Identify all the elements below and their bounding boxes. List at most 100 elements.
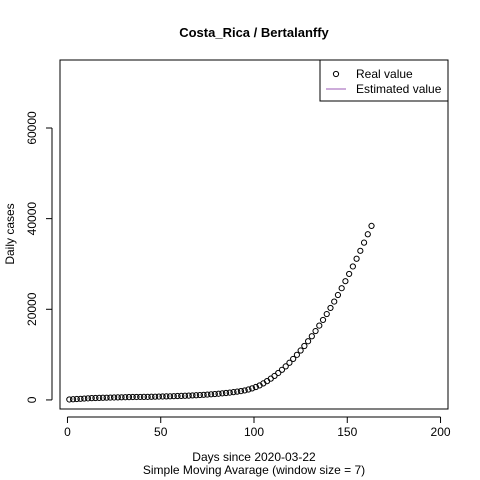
- data-point: [346, 270, 353, 278]
- legend-real-value-label: Real value: [356, 67, 413, 81]
- data-point: [342, 278, 349, 285]
- data-point: [133, 393, 140, 401]
- data-point: [73, 395, 80, 403]
- data-point: [338, 285, 345, 292]
- y-tick-label: 60000: [25, 111, 39, 145]
- x-axis: 0 50 100 150 200: [64, 416, 451, 439]
- data-point: [81, 395, 88, 402]
- data-point: [215, 390, 222, 397]
- data-point: [278, 366, 286, 373]
- x-tick-label: 50: [154, 425, 168, 439]
- data-point: [368, 222, 375, 229]
- data-point: [163, 393, 170, 400]
- data-point: [245, 386, 252, 393]
- data-point: [77, 395, 84, 402]
- data-point: [159, 393, 166, 400]
- data-point: [99, 394, 107, 401]
- x-tick-label: 200: [431, 425, 451, 439]
- data-point: [334, 291, 342, 299]
- y-axis: 0 20000 40000 60000: [25, 111, 53, 403]
- data-point: [155, 393, 162, 400]
- x-axis-label: Days since 2020-03-22: [192, 450, 316, 464]
- data-point: [185, 392, 192, 399]
- data-point: [152, 393, 159, 400]
- data-point: [237, 387, 245, 395]
- data-point: [222, 389, 230, 397]
- data-point: [137, 393, 144, 401]
- data-point: [181, 392, 189, 399]
- legend: Real value Estimated value: [319, 59, 449, 102]
- data-point: [234, 388, 241, 395]
- data-point: [140, 393, 148, 400]
- x-tick-label: 100: [244, 425, 264, 439]
- data-point: [200, 391, 207, 398]
- data-point: [304, 338, 312, 345]
- data-point: [148, 393, 155, 400]
- data-point: [170, 393, 177, 400]
- data-point: [207, 391, 215, 398]
- data-point: [286, 359, 293, 366]
- data-point: [319, 316, 327, 324]
- data-point: [96, 394, 103, 401]
- y-tick-label: 40000: [25, 202, 39, 236]
- data-point: [196, 391, 204, 399]
- y-tick-label: 0: [25, 396, 39, 403]
- data-point: [144, 393, 151, 400]
- x-tick-label: 150: [337, 425, 357, 439]
- data-point: [275, 369, 282, 377]
- data-point: [84, 395, 92, 402]
- data-point: [122, 394, 129, 401]
- data-point: [290, 355, 297, 363]
- data-point: [189, 392, 196, 399]
- data-point: [353, 255, 360, 262]
- data-point: [69, 396, 77, 403]
- data-point: [331, 298, 338, 305]
- legend-circle-icon: [332, 70, 340, 78]
- data-point: [301, 342, 308, 350]
- plot-frame: [59, 59, 449, 410]
- chart-subtitle: Simple Moving Avarage (window size = 7): [143, 463, 365, 477]
- data-point: [226, 389, 233, 396]
- y-axis-label: Daily cases: [3, 203, 17, 264]
- y-tick-label: 20000: [25, 292, 39, 326]
- data-point: [178, 392, 185, 400]
- data-point: [219, 390, 226, 397]
- data-point: [211, 390, 218, 398]
- data-point: [327, 304, 334, 312]
- data-point: [166, 393, 174, 400]
- data-point: [241, 387, 248, 394]
- data-point: [118, 394, 125, 401]
- data-point: [204, 391, 211, 398]
- legend-box: [319, 59, 449, 102]
- legend-estimated-value-label: Estimated value: [356, 82, 442, 96]
- data-point: [364, 231, 371, 238]
- data-point: [103, 394, 110, 401]
- data-point: [114, 394, 121, 401]
- data-point: [249, 385, 256, 392]
- data-point: [107, 394, 114, 401]
- data-point: [230, 389, 237, 396]
- data-point: [129, 393, 136, 401]
- data-points: [66, 222, 375, 403]
- data-point: [193, 392, 200, 399]
- x-tick-label: 0: [64, 425, 71, 439]
- data-point: [252, 383, 259, 391]
- data-point: [92, 394, 99, 402]
- data-point: [110, 394, 118, 401]
- data-point: [360, 239, 368, 246]
- chart-title: Costa_Rica / Bertalanffy: [179, 25, 329, 40]
- data-point: [293, 351, 301, 358]
- data-point: [297, 347, 304, 354]
- data-point: [357, 247, 364, 254]
- data-point: [308, 333, 315, 340]
- data-point: [66, 396, 73, 403]
- data-point: [271, 372, 278, 380]
- data-point: [323, 310, 330, 318]
- data-point: [316, 322, 323, 329]
- data-point: [88, 395, 95, 402]
- data-point: [174, 392, 181, 400]
- data-point: [312, 327, 319, 335]
- data-point: [125, 394, 133, 401]
- data-point: [349, 263, 356, 270]
